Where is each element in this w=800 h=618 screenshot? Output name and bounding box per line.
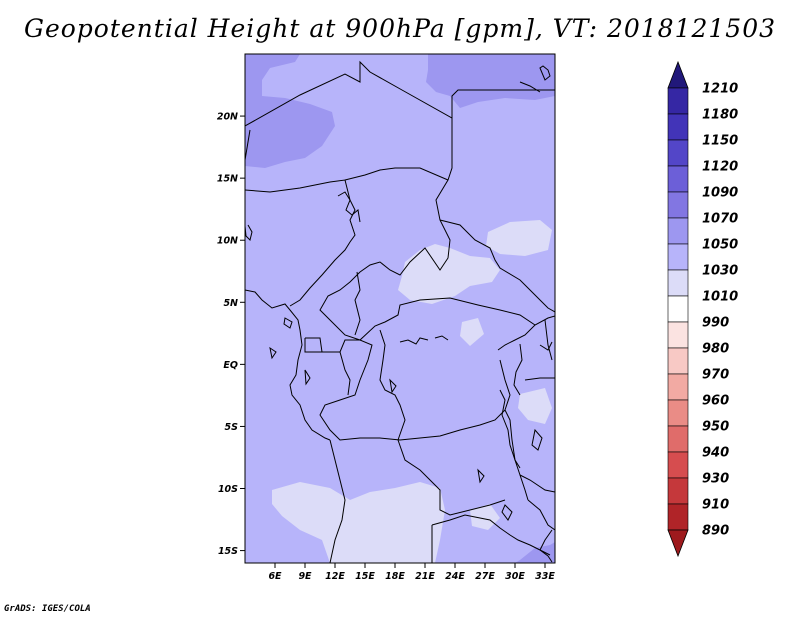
colorbar-swatch bbox=[667, 165, 689, 193]
colorbar-swatch bbox=[667, 139, 689, 167]
x-tick-label: 18E bbox=[385, 571, 405, 582]
y-tick-label: EQ bbox=[223, 360, 238, 371]
colorbar-label: 910 bbox=[702, 498, 729, 513]
colorbar-label: 940 bbox=[702, 446, 729, 461]
colorbar-label: 890 bbox=[702, 524, 729, 539]
y-tick-label: 5N bbox=[223, 298, 238, 309]
coastline bbox=[245, 65, 553, 563]
contour-fill-layer bbox=[245, 54, 555, 563]
y-tick-label: 15N bbox=[217, 174, 238, 185]
colorbar-label: 1180 bbox=[702, 108, 738, 123]
plot-frame bbox=[244, 53, 556, 564]
contour-region-1010 bbox=[460, 318, 484, 346]
country-borders bbox=[245, 60, 555, 563]
contour-region-1050 bbox=[515, 542, 555, 563]
y-axis-ticks: 20N 15N 10N 5N EQ 5S 10S 15S bbox=[217, 112, 245, 557]
colorbar: 1210 1180 1150 1120 1090 1070 1050 1030 1010 990 9… bbox=[667, 60, 738, 558]
colorbar-bottom-arrow bbox=[667, 529, 689, 558]
y-tick-label: 5S bbox=[225, 422, 239, 433]
colorbar-swatch bbox=[667, 87, 689, 115]
x-tick-label: 6E bbox=[268, 571, 282, 582]
colorbar-swatch bbox=[667, 347, 689, 375]
x-tick-label: 30E bbox=[505, 571, 525, 582]
y-tick-label: 15S bbox=[218, 546, 238, 557]
y-tick-label: 10N bbox=[217, 236, 238, 247]
x-axis-ticks: 6E 9E 12E 15E 18E 21E 24E 27E 30E 33E bbox=[268, 563, 555, 582]
colorbar-label: 1150 bbox=[702, 134, 738, 149]
colorbar-label: 1120 bbox=[702, 160, 738, 175]
contour-region-1050 bbox=[245, 54, 335, 168]
colorbar-swatch bbox=[667, 321, 689, 349]
contour-region-1010 bbox=[398, 244, 500, 304]
contour-region-1010 bbox=[272, 482, 445, 563]
colorbar-swatch bbox=[667, 217, 689, 245]
colorbar-swatch bbox=[667, 295, 689, 323]
colorbar-label: 960 bbox=[702, 394, 729, 409]
x-tick-label: 12E bbox=[325, 571, 345, 582]
colorbar-swatch bbox=[667, 399, 689, 427]
colorbar-label: 930 bbox=[702, 472, 729, 487]
colorbar-swatch bbox=[667, 113, 689, 141]
colorbar-label: 1010 bbox=[702, 290, 738, 305]
y-tick-label: 10S bbox=[218, 484, 238, 495]
contour-region-1010 bbox=[486, 220, 552, 256]
contour-region-1050 bbox=[426, 54, 555, 108]
colorbar-label: 980 bbox=[702, 342, 729, 357]
colorbar-label: 1070 bbox=[702, 212, 738, 227]
colorbar-swatch bbox=[667, 373, 689, 401]
x-tick-label: 15E bbox=[355, 571, 375, 582]
colorbar-swatch bbox=[667, 269, 689, 297]
contour-region-1010 bbox=[470, 504, 500, 530]
colorbar-label: 1030 bbox=[702, 264, 738, 279]
colorbar-swatch bbox=[667, 191, 689, 219]
map-title: Geopotential Height at 900hPa [gpm], VT:… bbox=[23, 14, 777, 43]
colorbar-label: 1090 bbox=[702, 186, 738, 201]
credit-text: GrADS: IGES/COLA bbox=[4, 604, 91, 614]
colorbar-swatch bbox=[667, 243, 689, 271]
colorbar-swatch bbox=[667, 503, 689, 531]
y-tick-label: 20N bbox=[217, 112, 238, 123]
colorbar-swatch bbox=[667, 451, 689, 479]
colorbar-label: 1050 bbox=[702, 238, 738, 253]
contour-region-1010 bbox=[518, 388, 552, 424]
colorbar-label: 950 bbox=[702, 420, 729, 435]
colorbar-swatch bbox=[667, 425, 689, 453]
colorbar-label: 970 bbox=[702, 368, 729, 383]
colorbar-label: 990 bbox=[702, 316, 729, 331]
x-tick-label: 27E bbox=[475, 571, 495, 582]
x-tick-label: 9E bbox=[298, 571, 312, 582]
x-tick-label: 24E bbox=[445, 571, 465, 582]
colorbar-swatch bbox=[667, 477, 689, 505]
x-tick-label: 21E bbox=[415, 571, 435, 582]
colorbar-label: 1210 bbox=[702, 82, 738, 97]
colorbar-top-arrow bbox=[667, 60, 689, 89]
x-tick-label: 33E bbox=[535, 571, 555, 582]
